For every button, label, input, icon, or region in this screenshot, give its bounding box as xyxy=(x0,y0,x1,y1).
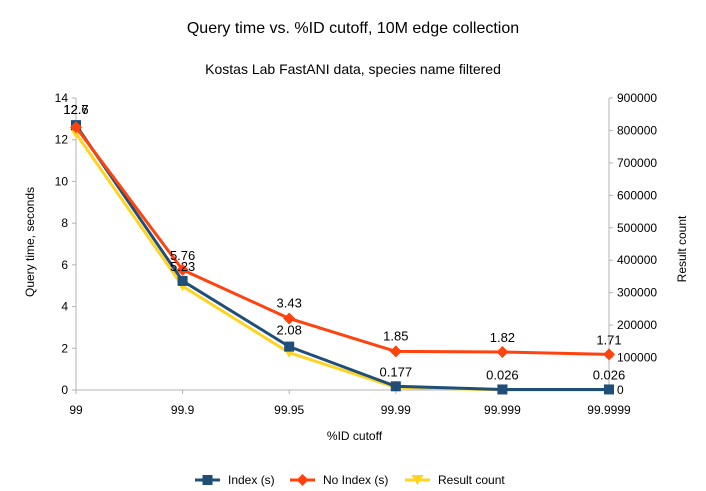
legend-marker xyxy=(411,475,424,485)
y-tick-label: 14 xyxy=(55,91,69,105)
x-tick-label: 99.99 xyxy=(381,403,411,417)
y-tick-label: 10 xyxy=(55,174,69,188)
y-tick-label: 4 xyxy=(61,300,68,314)
y-axis-title: Query time, seconds xyxy=(23,187,37,297)
data-label: 12.6 xyxy=(63,102,88,117)
y2-tick-label: 300000 xyxy=(617,286,657,300)
legend-label: Index (s) xyxy=(228,473,275,487)
y2-tick-label: 800000 xyxy=(617,123,657,137)
x-tick-label: 99 xyxy=(69,403,83,417)
data-point xyxy=(389,345,402,358)
y2-tick-label: 200000 xyxy=(617,318,657,332)
data-label: 12.7 xyxy=(63,102,88,117)
data-label: 1.71 xyxy=(596,332,621,347)
y-tick-label: 12 xyxy=(55,133,69,147)
legend-label: No Index (s) xyxy=(323,473,388,487)
x-axis-title: %ID cutoff xyxy=(327,429,383,443)
y2-tick-label: 600000 xyxy=(617,188,657,202)
y2-tick-label: 500000 xyxy=(617,221,657,235)
y2-axis-title: Result count xyxy=(675,215,689,282)
x-tick-label: 99.9999 xyxy=(587,403,631,417)
data-point xyxy=(283,312,296,325)
data-label: 0.026 xyxy=(486,367,519,382)
y-tick-label: 0 xyxy=(61,383,68,397)
y-tick-label: 2 xyxy=(61,341,68,355)
chart-subtitle: Kostas Lab FastANI data, species name fi… xyxy=(205,61,501,77)
data-point xyxy=(70,121,82,134)
data-point xyxy=(603,348,615,361)
legend-marker xyxy=(296,474,309,486)
data-point xyxy=(176,263,189,276)
data-label: 2.08 xyxy=(277,323,302,338)
data-point xyxy=(604,384,614,395)
data-point xyxy=(497,384,508,395)
data-label: 5.23 xyxy=(170,259,195,274)
data-label: 5.76 xyxy=(170,248,195,263)
legend-marker xyxy=(202,475,213,485)
data-label: 0.177 xyxy=(380,364,413,379)
data-label: 1.82 xyxy=(490,330,515,345)
data-point xyxy=(496,346,509,359)
x-tick-label: 99.95 xyxy=(274,403,304,417)
chart-title: Query time vs. %ID cutoff, 10M edge coll… xyxy=(186,20,520,37)
legend-label: Result count xyxy=(438,473,505,487)
data-label: 0.026 xyxy=(593,367,626,382)
series-line-1 xyxy=(74,126,610,356)
y2-tick-label: 100000 xyxy=(617,351,657,365)
y-tick-label: 6 xyxy=(61,258,68,272)
y2-tick-label: 0 xyxy=(617,383,624,397)
data-label: 3.43 xyxy=(277,295,302,310)
x-tick-label: 99.9 xyxy=(171,403,195,417)
data-point xyxy=(177,275,188,286)
y2-tick-label: 900000 xyxy=(617,91,657,105)
data-point xyxy=(284,341,295,352)
y2-tick-label: 400000 xyxy=(617,253,657,267)
x-tick-label: 99.999 xyxy=(484,403,521,417)
series-line-0 xyxy=(74,124,609,391)
y2-tick-label: 700000 xyxy=(617,156,657,170)
data-point xyxy=(390,381,401,392)
y-tick-label: 8 xyxy=(61,216,68,230)
data-label: 1.85 xyxy=(383,328,408,343)
